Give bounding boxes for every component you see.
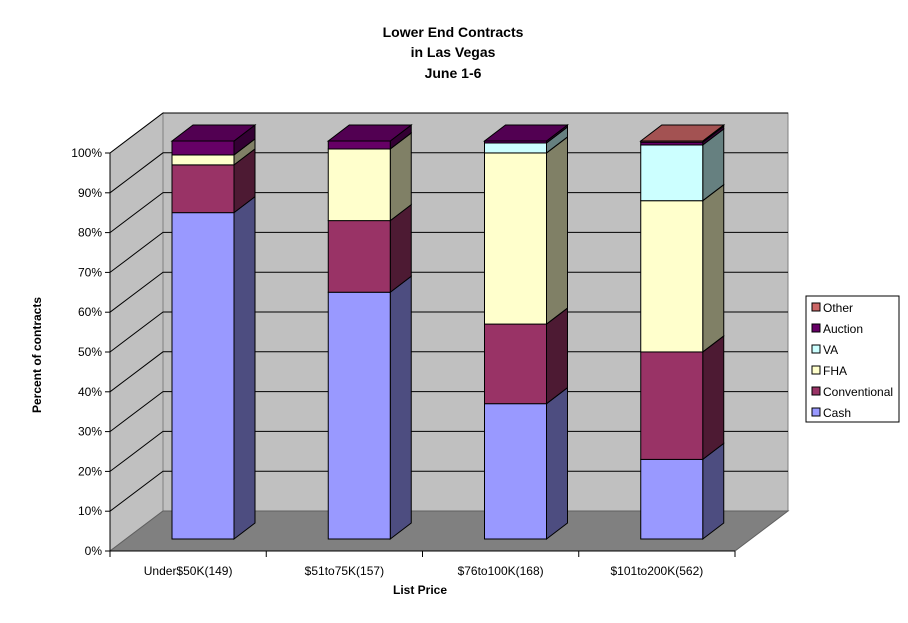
bar-top — [326, 124, 413, 142]
legend: Other Auction VA FHA Conventional Cash — [805, 295, 900, 423]
chart-title-line-3: June 1-6 — [425, 65, 482, 81]
y-tick-label: 40% — [78, 385, 102, 399]
bar-segment — [640, 144, 704, 202]
bar-segment — [327, 291, 391, 540]
bar-segment — [171, 212, 235, 540]
bar-segment-side — [389, 275, 412, 541]
bar-segment — [171, 140, 235, 156]
gridline — [109, 470, 788, 512]
legend-swatch — [811, 302, 821, 312]
x-tick-label: Under$50K(149) — [144, 564, 233, 578]
y-tick-label: 90% — [78, 186, 102, 200]
gridline — [109, 311, 788, 353]
gridline — [109, 430, 788, 472]
gridline — [109, 391, 788, 432]
y-tick-label: 10% — [78, 504, 102, 518]
legend-entry: Auction — [823, 322, 863, 336]
gridline — [109, 271, 788, 313]
gridline — [109, 152, 788, 194]
bar-segment — [484, 142, 547, 154]
y-tick-label: 0% — [85, 544, 103, 558]
legend-box — [805, 295, 900, 423]
bar-segment-side — [546, 307, 568, 405]
bar-segment-side — [546, 386, 568, 541]
bar-segment — [171, 154, 235, 166]
bar-segment — [484, 323, 547, 405]
bar-segment-side — [702, 183, 725, 353]
bars — [170, 123, 726, 541]
bar-stack — [326, 123, 413, 541]
bar-segment — [484, 152, 547, 325]
bar-stack — [170, 123, 257, 541]
gridline — [109, 192, 788, 233]
y-tick-label: 70% — [78, 265, 102, 279]
bar-segment — [640, 458, 704, 540]
x-tick-label: $101to200K(562) — [611, 564, 704, 578]
y-tick-label: 30% — [78, 425, 102, 439]
bar-segment — [171, 164, 235, 214]
legend-entry: Other — [823, 301, 853, 315]
bar-stack — [483, 123, 569, 541]
bar-segment-side — [702, 442, 725, 541]
legend-entry: Cash — [823, 406, 851, 420]
bar-segment — [327, 220, 391, 293]
bar-segment — [327, 140, 391, 150]
gridline — [109, 351, 788, 393]
bar-segment-side — [233, 195, 256, 541]
y-axis-label: Percent of contracts — [30, 297, 44, 413]
legend-entry: VA — [823, 343, 838, 357]
y-tick-label: 100% — [71, 146, 102, 160]
gridlines — [109, 112, 788, 512]
bar-segment — [640, 351, 704, 460]
bar-segment — [640, 200, 704, 353]
chart-title-line-1: Lower End Contracts — [383, 24, 524, 40]
gridline — [109, 112, 788, 154]
y-tick-label: 50% — [78, 345, 102, 359]
bar-top — [639, 124, 726, 142]
y-tick-label: 20% — [78, 464, 102, 478]
legend-entry: FHA — [823, 364, 847, 378]
bar-stack — [639, 123, 726, 541]
gridline — [109, 231, 788, 273]
x-tick-label: $76to100K(168) — [458, 564, 544, 578]
bar-top — [170, 124, 257, 142]
legend-swatch — [811, 365, 821, 375]
bar-segment-side — [546, 135, 568, 326]
bar-segment — [484, 403, 547, 540]
bar-segment-side — [702, 334, 725, 461]
x-tick-label: $51to75K(157) — [305, 564, 384, 578]
legend-swatch — [811, 407, 821, 417]
y-tick-label: 60% — [78, 305, 102, 319]
bar-segment — [327, 148, 391, 222]
bar-top — [483, 124, 569, 142]
y-tick-label: 80% — [78, 226, 102, 240]
chart-title-line-2: in Las Vegas — [411, 44, 496, 60]
legend-swatch — [811, 323, 821, 333]
legend-entry: Conventional — [823, 385, 893, 399]
legend-swatch — [811, 386, 821, 396]
legend-swatch — [811, 344, 821, 354]
axes: 0% 10% 20% 30% 40% 50% 60% 70% 80% 90% 100% Under$5… — [71, 146, 736, 578]
x-axis-label: List Price — [393, 583, 447, 597]
